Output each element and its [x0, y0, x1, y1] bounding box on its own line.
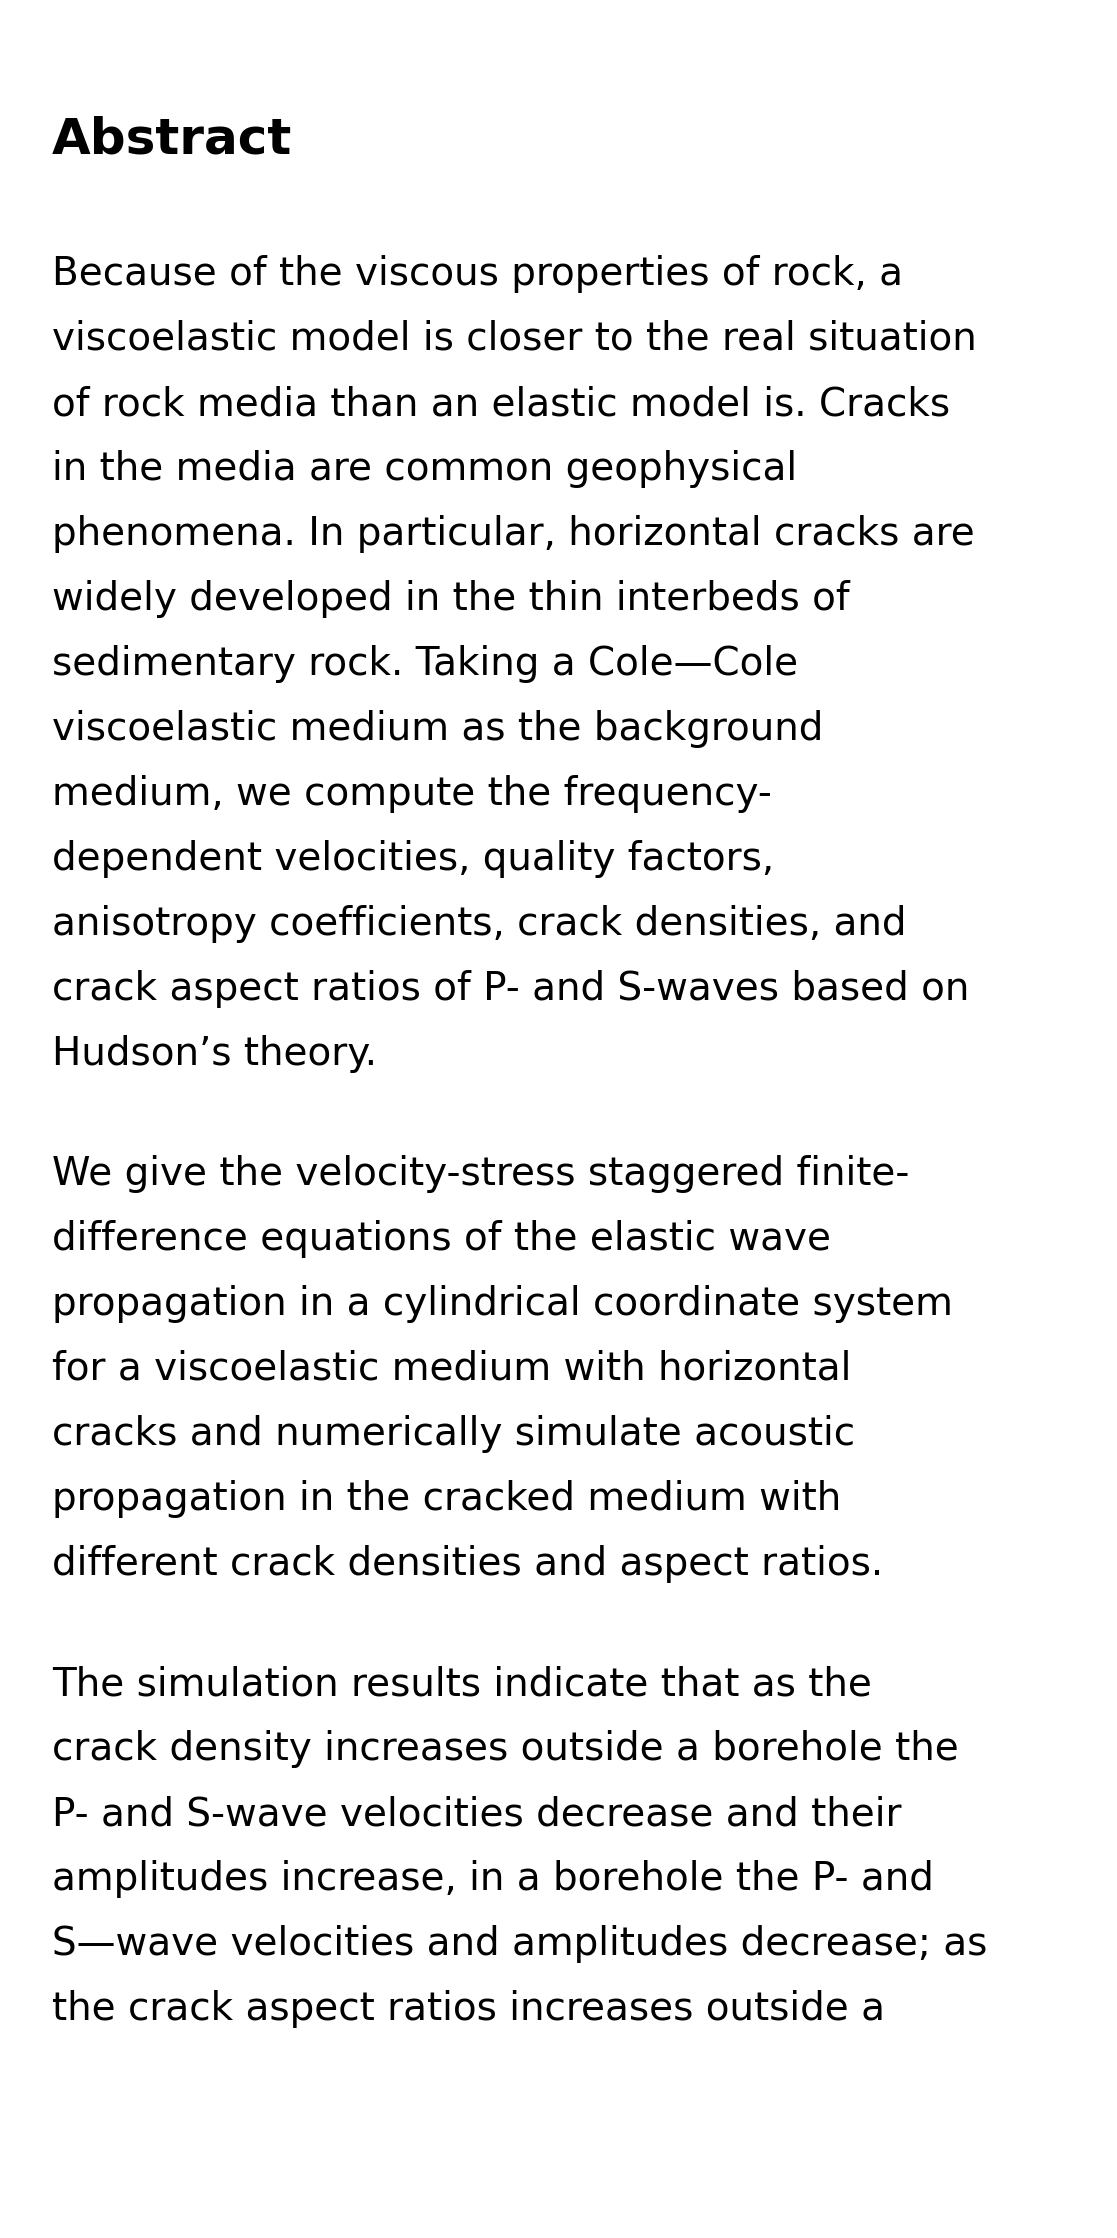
Text: Hudson’s theory.: Hudson’s theory. — [52, 1034, 378, 1072]
Text: Because of the viscous properties of rock, a: Because of the viscous properties of roc… — [52, 255, 903, 293]
Text: of rock media than an elastic model is. Cracks: of rock media than an elastic model is. … — [52, 385, 951, 423]
Text: propagation in a cylindrical coordinate system: propagation in a cylindrical coordinate … — [52, 1285, 953, 1323]
Text: viscoelastic medium as the background: viscoelastic medium as the background — [52, 709, 823, 747]
Text: amplitudes increase, in a borehole the P- and: amplitudes increase, in a borehole the P… — [52, 1860, 934, 1898]
Text: in the media are common geophysical: in the media are common geophysical — [52, 450, 798, 488]
Text: We give the velocity-stress staggered finite-: We give the velocity-stress staggered fi… — [52, 1155, 909, 1193]
Text: cracks and numerically simulate acoustic: cracks and numerically simulate acoustic — [52, 1414, 856, 1452]
Text: sedimentary rock. Taking a Cole—Cole: sedimentary rock. Taking a Cole—Cole — [52, 645, 799, 683]
Text: dependent velocities, quality factors,: dependent velocities, quality factors, — [52, 839, 774, 877]
Text: medium, we compute the frequency-: medium, we compute the frequency- — [52, 774, 772, 812]
Text: P- and S-wave velocities decrease and their: P- and S-wave velocities decrease and th… — [52, 1795, 901, 1833]
Text: The simulation results indicate that as the: The simulation results indicate that as … — [52, 1665, 872, 1703]
Text: widely developed in the thin interbeds of: widely developed in the thin interbeds o… — [52, 580, 850, 618]
Text: viscoelastic model is closer to the real situation: viscoelastic model is closer to the real… — [52, 320, 976, 358]
Text: difference equations of the elastic wave: difference equations of the elastic wave — [52, 1220, 831, 1258]
Text: propagation in the cracked medium with: propagation in the cracked medium with — [52, 1479, 841, 1517]
Text: different crack densities and aspect ratios.: different crack densities and aspect rat… — [52, 1544, 884, 1582]
Text: for a viscoelastic medium with horizontal: for a viscoelastic medium with horizonta… — [52, 1350, 851, 1388]
Text: the crack aspect ratios increases outside a: the crack aspect ratios increases outsid… — [52, 1990, 885, 2028]
Text: Abstract: Abstract — [52, 114, 293, 163]
Text: anisotropy coefficients, crack densities, and: anisotropy coefficients, crack densities… — [52, 904, 907, 942]
Text: crack density increases outside a borehole the: crack density increases outside a boreho… — [52, 1730, 958, 1768]
Text: S—wave velocities and amplitudes decrease; as: S—wave velocities and amplitudes decreas… — [52, 1925, 987, 1963]
Text: phenomena. In particular, horizontal cracks are: phenomena. In particular, horizontal cra… — [52, 515, 975, 553]
Text: crack aspect ratios of P- and S-waves based on: crack aspect ratios of P- and S-waves ba… — [52, 969, 970, 1007]
